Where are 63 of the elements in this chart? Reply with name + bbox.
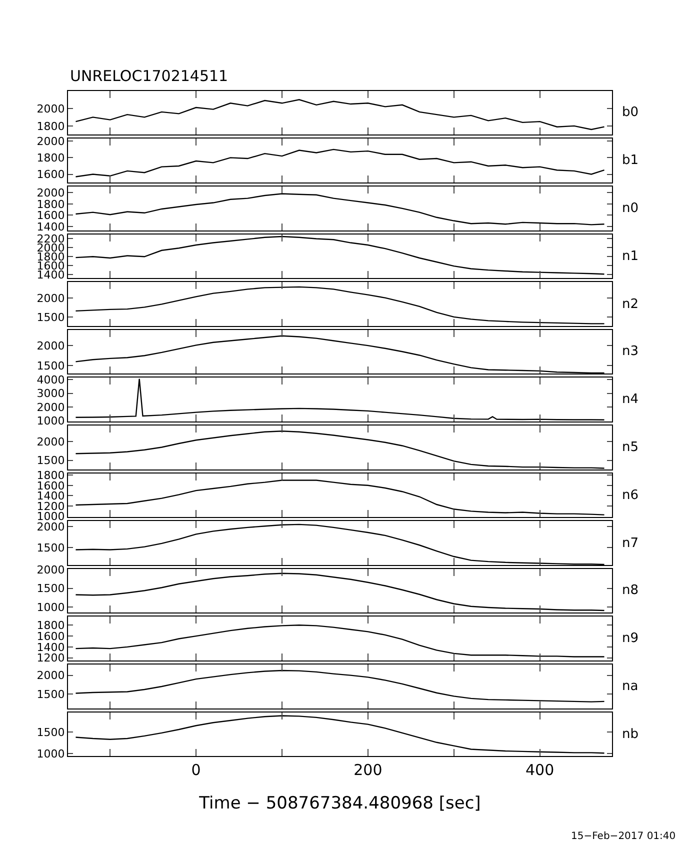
y-tick-label: 1000 — [36, 600, 65, 614]
y-tick-label: 2000 — [36, 669, 65, 682]
y-tick-label: 2000 — [36, 135, 65, 148]
series-label: na — [622, 679, 638, 694]
y-tick-label: 3000 — [36, 387, 65, 400]
y-tick-label: 2000 — [36, 563, 65, 576]
line-series — [75, 286, 605, 324]
series-label: n1 — [622, 249, 639, 264]
y-tick-label: 1800 — [36, 120, 65, 133]
line-series — [75, 148, 605, 178]
y-tick-label: 2000 — [36, 292, 65, 306]
line-series — [75, 236, 605, 275]
y-tick-label: 2000 — [36, 102, 65, 116]
line-series — [75, 624, 605, 658]
line-series — [75, 193, 605, 226]
line-series — [75, 480, 605, 516]
series-label: b0 — [622, 105, 639, 120]
line-series — [75, 99, 605, 130]
series-label: n6 — [622, 488, 639, 503]
y-tick-label: 1400 — [36, 640, 65, 654]
y-tick-label: 1600 — [36, 209, 65, 222]
series-label: n8 — [622, 583, 639, 598]
series-label: n7 — [622, 536, 639, 551]
line-series — [75, 670, 605, 702]
chart-title: UNRELOC170214511 — [70, 67, 228, 85]
y-tick-label: 1600 — [36, 630, 65, 643]
series-label: n0 — [622, 201, 639, 216]
y-tick-label: 2000 — [36, 339, 65, 352]
y-tick-label: 1500 — [36, 726, 65, 739]
series-label: n2 — [622, 297, 639, 312]
series-label: n3 — [622, 344, 639, 359]
y-tick-label: 2000 — [36, 400, 65, 414]
y-tick-label: 2000 — [36, 186, 65, 200]
y-tick-label: 1800 — [36, 618, 65, 632]
line-series — [75, 715, 605, 754]
y-tick-label: 1500 — [36, 360, 65, 373]
y-tick-label: 1500 — [36, 688, 65, 701]
y-tick-label: 1000 — [36, 414, 65, 428]
x-tick-label: 0 — [191, 761, 201, 780]
y-tick-label: 1800 — [36, 468, 65, 482]
line-series — [75, 572, 605, 612]
y-tick-label: 1600 — [36, 479, 65, 492]
series-label: n9 — [622, 631, 639, 646]
y-tick-label: 1500 — [36, 582, 65, 596]
series-label: n4 — [622, 392, 639, 407]
series-label: b1 — [622, 153, 639, 168]
y-tick-label: 1500 — [36, 310, 65, 324]
y-tick-label: 1200 — [36, 652, 65, 665]
text: 15−Feb−2017 01:40 — [571, 831, 676, 842]
y-tick-label: 4000 — [36, 373, 65, 386]
y-tick-label: 1800 — [36, 152, 65, 165]
series-label: n5 — [622, 440, 639, 455]
y-tick-label: 1500 — [36, 542, 65, 555]
x-tick-label: 200 — [354, 761, 382, 780]
y-tick-label: 2000 — [36, 435, 65, 448]
x-axis-title: Time − 508767384.480968 [sec] — [198, 794, 481, 814]
series-label: nb — [622, 727, 638, 742]
y-tick-label: 1500 — [36, 454, 65, 468]
y-tick-label: 1600 — [36, 168, 65, 182]
y-tick-label: 1800 — [36, 198, 65, 211]
y-tick-label: 1400 — [36, 220, 65, 234]
x-tick-label: 400 — [525, 761, 554, 780]
y-tick-label: 1000 — [36, 747, 65, 760]
